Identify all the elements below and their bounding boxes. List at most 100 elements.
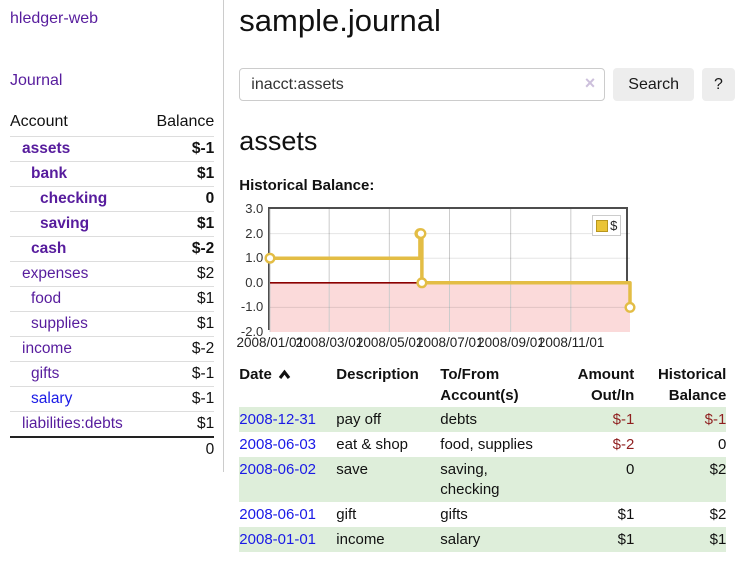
transaction-date-link[interactable]: 2008-06-01	[239, 505, 317, 523]
account-row: income $-2	[10, 336, 215, 361]
register-description-cell: income	[336, 530, 385, 548]
search-box: ×	[239, 68, 606, 101]
account-link[interactable]: supplies	[31, 315, 88, 332]
register-date-cell: 2008-06-02	[239, 457, 336, 502]
account-link[interactable]: assets	[22, 140, 71, 157]
accounts-table: Account Balance assets $-1 bank $1 checking 0…	[10, 111, 215, 462]
y-axis-tick-label: -1.0	[240, 299, 264, 315]
x-axis-tick-label: 2008/05/01	[355, 335, 424, 350]
account-balance: $1	[197, 290, 215, 307]
x-axis-tick-label: 2008/11/01	[537, 335, 605, 350]
register-date-cell: 2008-06-03	[239, 432, 336, 457]
search-input[interactable]	[239, 68, 606, 101]
accounts-table-header: Account Balance	[10, 111, 214, 136]
register-row: 2008-01-01 income salary $1 $1	[239, 527, 727, 552]
account-balance: $2	[197, 265, 215, 282]
register-amount-cell: 0	[625, 460, 635, 478]
register-row: 2008-06-01 gift gifts $1 $2	[239, 502, 726, 527]
accounts-total-row: 0	[10, 436, 215, 462]
register-table-header: Date Description To/From Account(s) Amount …	[239, 363, 726, 407]
account-link[interactable]: gifts	[31, 365, 60, 382]
register-column-header: Historical Balance	[657, 366, 727, 404]
app-title-link[interactable]: hledger-web	[10, 10, 99, 27]
y-axis-tick-label: 0.0	[245, 274, 264, 290]
sidebar-item-journal[interactable]: Journal	[10, 72, 63, 89]
transaction-date-link[interactable]: 2008-06-03	[239, 435, 317, 453]
account-row: assets $-1	[10, 136, 215, 161]
account-balance: $1	[197, 165, 215, 182]
register-amount-cell: $1	[617, 505, 635, 523]
accounts-total-value: 0	[205, 441, 215, 458]
register-balance-cell: $1	[709, 530, 727, 548]
data-point-marker	[624, 301, 636, 313]
register-accounts-cell: gifts	[440, 505, 468, 523]
register-accounts-cell: saving, checking	[440, 460, 500, 498]
account-link[interactable]: liabilities:debts	[22, 415, 123, 432]
register-column-header: To/From Account(s)	[440, 366, 519, 404]
register-table: Date Description To/From Account(s) Amount …	[239, 363, 727, 552]
account-link[interactable]: expenses	[22, 265, 89, 282]
register-row: 2008-06-03 eat & shop food, supplies $-2 0	[239, 432, 726, 457]
register-column-header[interactable]: Date	[239, 363, 336, 407]
x-axis-tick-label: 2008/03/01	[295, 335, 364, 350]
transaction-date-link[interactable]: 2008-06-02	[239, 460, 317, 478]
account-row: cash $-2	[10, 236, 215, 261]
account-row: gifts $-1	[10, 361, 215, 386]
help-button[interactable]: ?	[702, 68, 735, 101]
chart-legend: $	[592, 215, 622, 236]
account-balance: 0	[205, 190, 215, 207]
account-column-header: Account	[10, 113, 68, 130]
y-axis-tick-label: -2.0	[240, 324, 264, 339]
x-axis-tick-label: 2008/01/01	[236, 335, 305, 350]
account-link[interactable]: food	[31, 290, 62, 307]
account-link[interactable]: saving	[40, 215, 90, 232]
account-row: supplies $1	[10, 311, 215, 336]
legend-label: $	[610, 218, 618, 233]
y-axis-tick-label: 2.0	[245, 225, 264, 241]
balance-chart-canvas	[264, 209, 636, 332]
register-balance-cell: $2	[709, 505, 727, 523]
account-link[interactable]: bank	[31, 165, 68, 182]
main-content: sample.journal × Search ? assets Histori…	[224, 0, 742, 552]
account-link[interactable]: salary	[31, 390, 73, 407]
account-row: liabilities:debts $1	[10, 411, 215, 436]
register-balance-cell: $-1	[704, 410, 727, 428]
x-axis-tick-label: 2008/07/01	[416, 335, 484, 350]
register-amount-cell: $1	[617, 530, 635, 548]
x-axis-tick-label: 2008/09/01	[477, 335, 545, 350]
register-date-cell: 2008-01-01	[239, 527, 336, 552]
data-point-marker	[415, 228, 427, 240]
legend-swatch	[596, 219, 609, 232]
account-link[interactable]: income	[22, 340, 72, 357]
register-balance-cell: $2	[709, 460, 727, 478]
account-link[interactable]: checking	[40, 190, 108, 207]
register-description-cell: save	[336, 460, 368, 478]
account-balance: $-2	[191, 340, 215, 357]
account-heading: assets	[239, 126, 318, 156]
register-date-cell: 2008-06-01	[239, 502, 336, 527]
register-row: 2008-12-31 pay off debts $-1 $-1	[239, 407, 727, 432]
clear-search-icon[interactable]: ×	[584, 73, 596, 93]
transaction-date-link[interactable]: 2008-01-01	[239, 530, 317, 548]
register-description-cell: pay off	[336, 410, 382, 428]
register-amount-cell: $-1	[612, 410, 635, 428]
account-balance: $1	[197, 215, 215, 232]
y-axis-tick-label: 3.0	[245, 201, 264, 216]
account-balance: $-1	[191, 365, 215, 382]
register-date-cell: 2008-12-31	[239, 407, 336, 432]
account-balance: $-2	[191, 240, 215, 257]
search-button[interactable]: Search	[613, 68, 694, 101]
account-link[interactable]: cash	[31, 240, 67, 257]
page-title: sample.journal	[239, 3, 441, 38]
register-column-header: Amount Out/In	[577, 366, 635, 404]
sort-ascending-icon	[278, 369, 291, 379]
y-axis-tick-label: 1.0	[245, 250, 264, 266]
search-bar: × Search ?	[239, 68, 735, 101]
account-row: checking 0	[10, 186, 215, 211]
register-row: 2008-06-02 save saving, checking 0 $2	[239, 457, 727, 502]
account-row: saving $1	[10, 211, 215, 236]
register-balance-cell: 0	[717, 435, 727, 453]
register-amount-cell: $-2	[612, 435, 635, 453]
register-accounts-cell: debts	[440, 410, 477, 428]
transaction-date-link[interactable]: 2008-12-31	[239, 410, 317, 428]
